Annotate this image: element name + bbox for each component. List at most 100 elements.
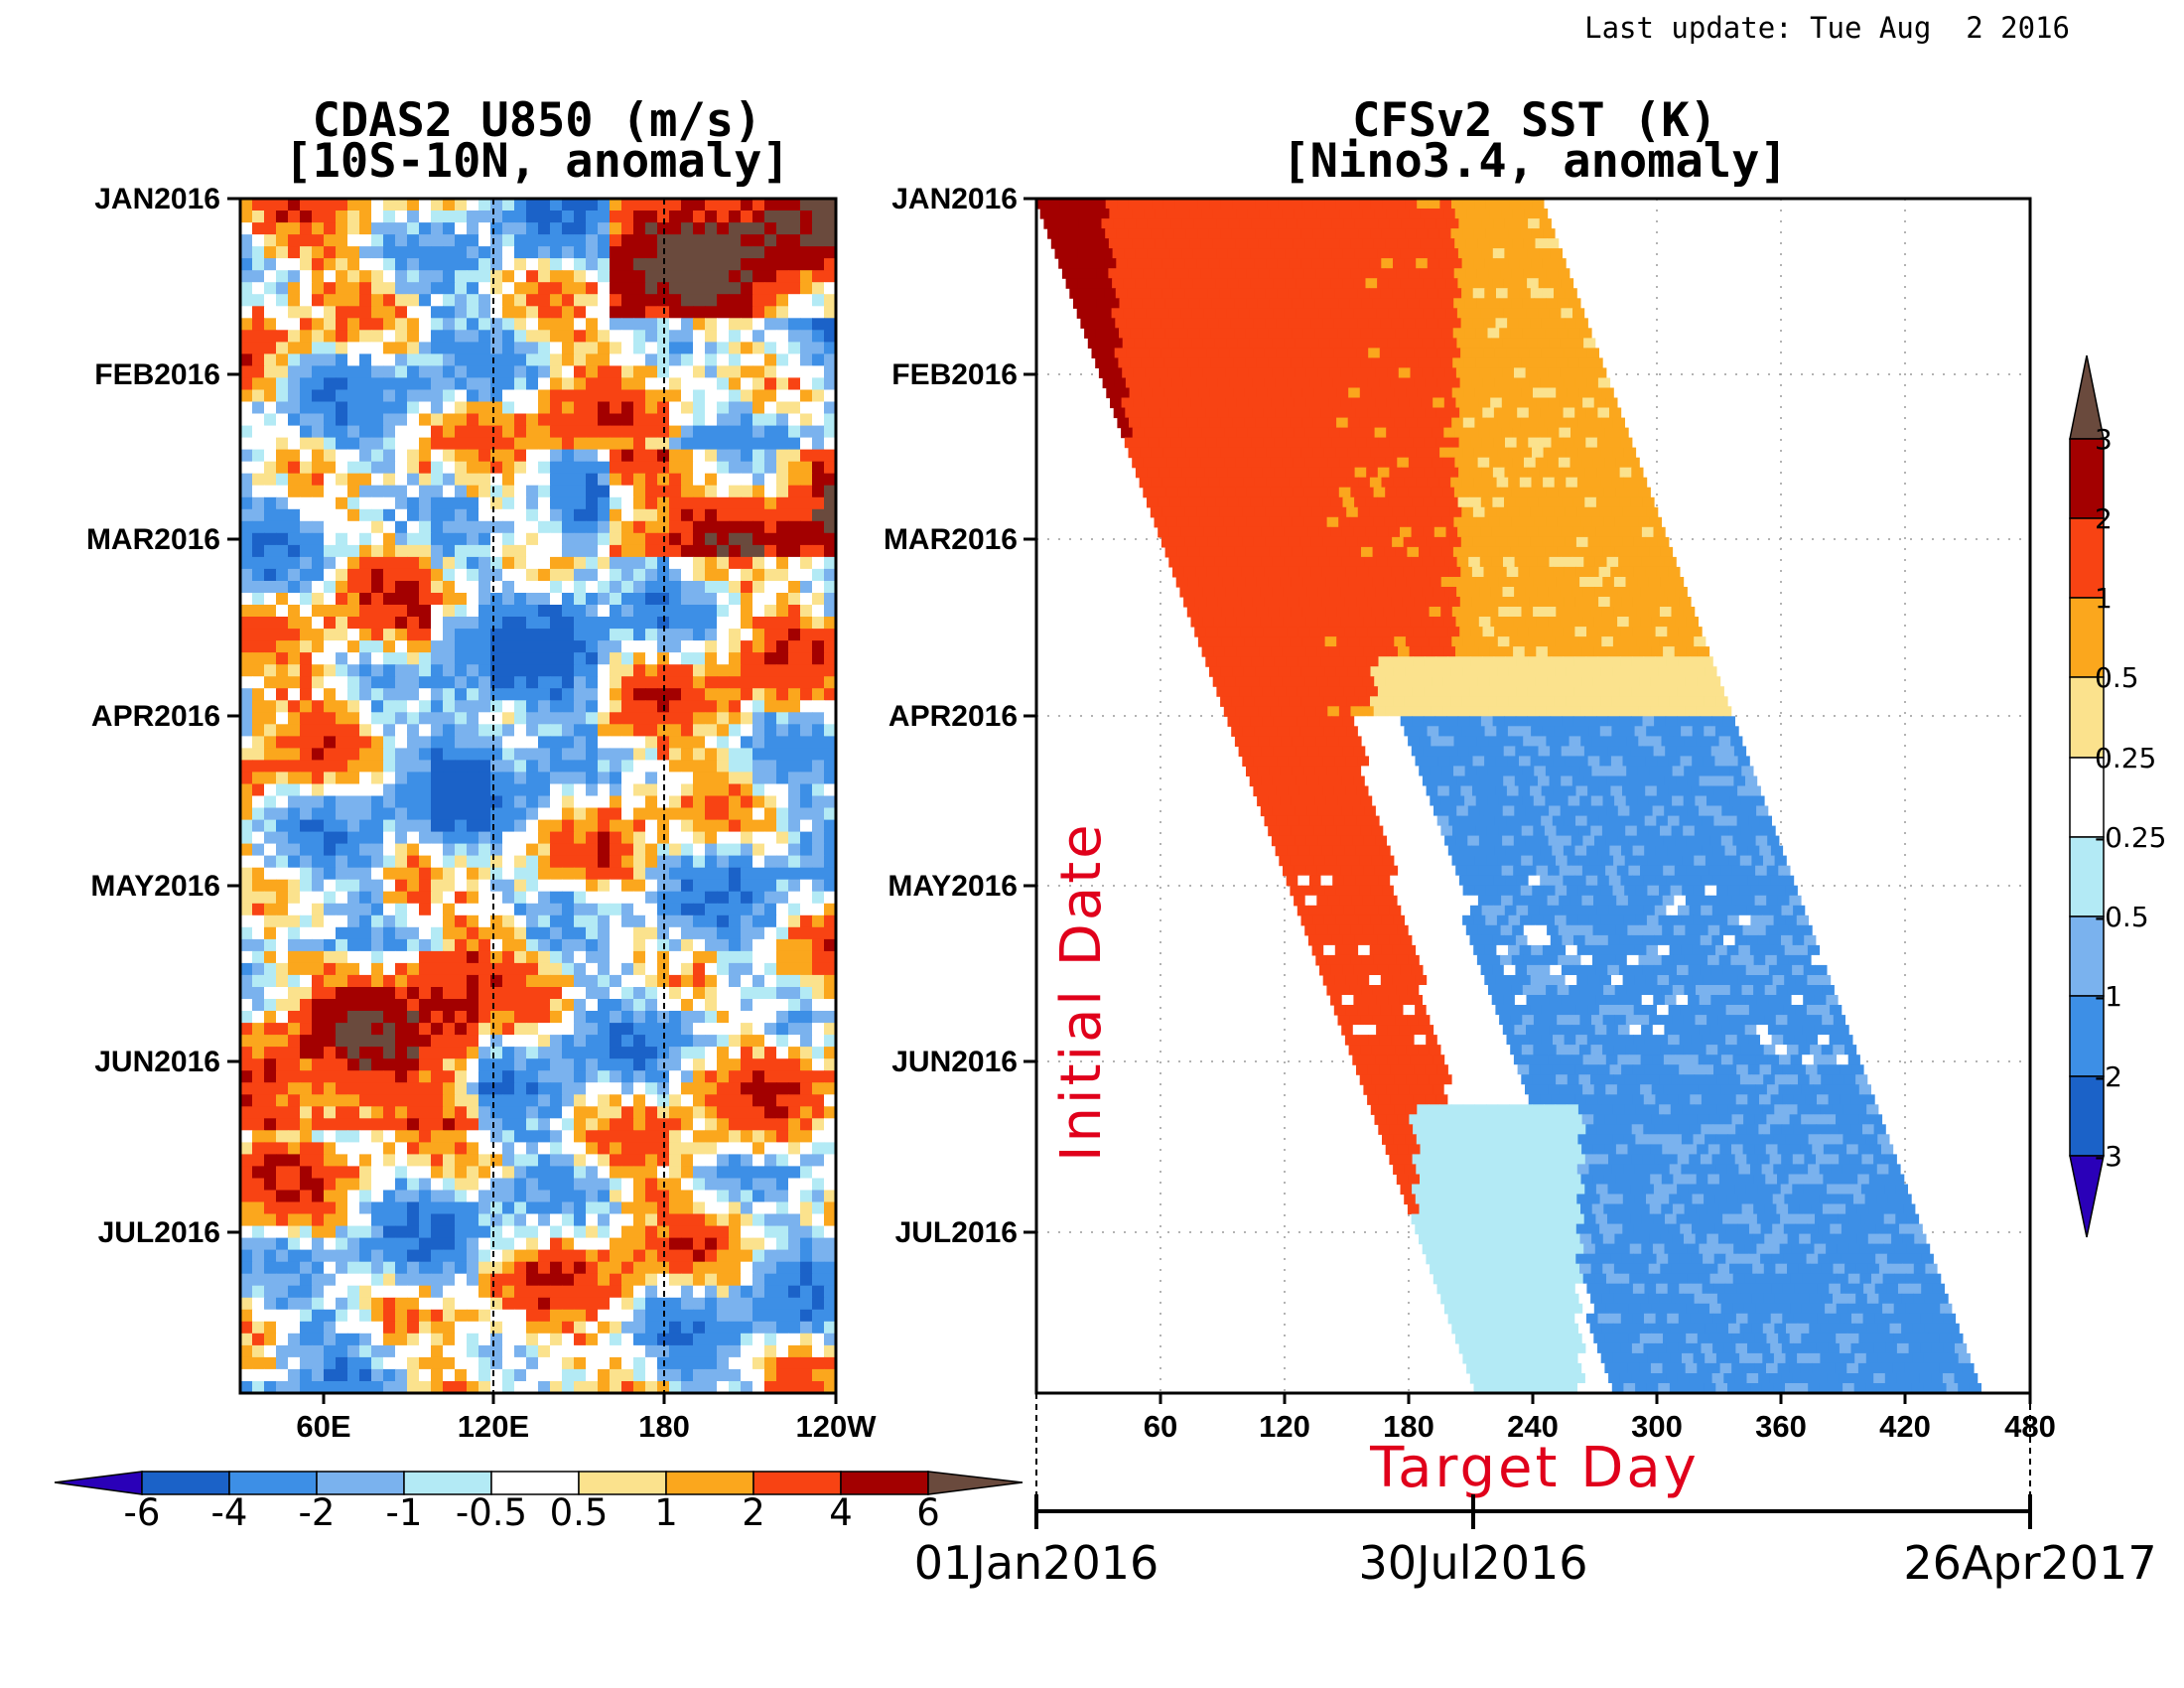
heatmap-cell (645, 365, 658, 378)
heatmap-cell (752, 1094, 765, 1107)
heatmap-cell (467, 855, 479, 869)
heatmap-cell (526, 593, 539, 606)
heatmap-cell (526, 568, 539, 582)
heatmap-cell (324, 1381, 337, 1393)
heatmap-cell (288, 950, 301, 964)
heatmap-cell (764, 437, 777, 451)
heatmap-cell (276, 306, 289, 319)
heatmap-cell (621, 211, 634, 223)
heatmap-cell (562, 1213, 575, 1227)
heatmap-cell (729, 1130, 742, 1143)
heatmap-cell (359, 294, 372, 307)
heatmap-cell (359, 1213, 372, 1227)
heatmap-cell (669, 1344, 682, 1358)
heatmap-cell (741, 593, 753, 606)
heatmap-cell (824, 1321, 836, 1335)
heatmap-cell (824, 568, 836, 582)
heatmap-cell (538, 1237, 551, 1251)
heatmap-cell (431, 401, 444, 415)
heatmap-cell (550, 938, 563, 952)
heatmap-cell (812, 891, 825, 905)
heatmap-cell (252, 760, 265, 773)
heatmap-cell (359, 1035, 372, 1048)
heatmap-cell (752, 831, 765, 845)
heatmap-cell (598, 1213, 611, 1227)
heatmap-cell (264, 1381, 277, 1393)
heatmap-cell (502, 1273, 515, 1287)
heatmap-cell (550, 783, 563, 797)
heatmap-cell (502, 795, 515, 809)
heatmap-cell (776, 938, 789, 952)
heatmap-cell (705, 1011, 718, 1024)
heatmap-cell (788, 234, 801, 247)
heatmap-cell (467, 748, 479, 761)
heatmap-cell (407, 629, 420, 641)
heatmap-cell (288, 1344, 301, 1358)
heatmap-cell (467, 1190, 479, 1203)
heatmap-cell (347, 843, 360, 857)
heatmap-cell (574, 652, 587, 665)
heatmap-cell (788, 1094, 801, 1107)
heatmap-cell (550, 544, 563, 558)
heatmap-cell (431, 1070, 444, 1083)
heatmap-cell (526, 1237, 539, 1251)
heatmap-cell (252, 974, 265, 988)
heatmap-cell (669, 807, 682, 821)
heatmap-cell (324, 1047, 337, 1059)
heatmap-cell (717, 211, 730, 223)
heatmap-cell (800, 999, 813, 1012)
heatmap-cell (586, 605, 599, 618)
heatmap-cell (431, 795, 444, 809)
heatmap-cell (395, 425, 408, 439)
heatmap-cell (741, 532, 753, 546)
heatmap-cell (681, 664, 694, 677)
heatmap-cell (455, 617, 468, 630)
heatmap-cell (395, 962, 408, 976)
heatmap-cell (514, 700, 527, 713)
heatmap-cell (288, 676, 301, 689)
heatmap-cell (610, 999, 622, 1012)
heatmap-cell (455, 199, 468, 211)
heatmap-cell (276, 1142, 289, 1155)
heatmap-cell (240, 1237, 253, 1251)
heatmap-cell (395, 222, 408, 235)
heatmap-cell (729, 401, 742, 415)
heatmap-cell (312, 1130, 325, 1143)
heatmap-cell (478, 1321, 491, 1335)
heatmap-cell (395, 867, 408, 881)
heatmap-cell (371, 1190, 384, 1203)
heatmap-cell (288, 1094, 301, 1107)
heatmap-cell (562, 652, 575, 665)
heatmap-cell (598, 353, 611, 366)
heatmap-cell (717, 258, 730, 271)
heatmap-cell (312, 1297, 325, 1311)
left-heatmap-cells (240, 199, 836, 1393)
heatmap-cell (526, 1070, 539, 1083)
heatmap-cell (395, 914, 408, 928)
heatmap-cell (776, 211, 789, 223)
heatmap-cell (705, 508, 718, 522)
heatmap-cell (336, 676, 348, 689)
heatmap-cell (764, 1285, 777, 1299)
heatmap-cell (407, 1130, 420, 1143)
heatmap-cell (455, 1058, 468, 1071)
heatmap-cell (455, 867, 468, 881)
heatmap-cell (264, 556, 277, 570)
heatmap-cell (431, 926, 444, 940)
heatmap-cell (800, 1154, 813, 1167)
heatmap-cell (824, 879, 836, 893)
heatmap-cell (812, 1321, 825, 1335)
heatmap-cell (252, 425, 265, 439)
heatmap-cell (252, 1094, 265, 1107)
heatmap-cell (788, 1070, 801, 1083)
heatmap-cell (752, 532, 765, 546)
heatmap-cell (645, 342, 658, 354)
heatmap-cell (514, 222, 527, 235)
heatmap-cell (681, 617, 694, 630)
heatmap-cell (538, 879, 551, 893)
heatmap-cell (490, 270, 503, 283)
heatmap-cell (776, 843, 789, 857)
heatmap-cell (443, 974, 456, 988)
heatmap-cell (633, 605, 646, 618)
heatmap-cell (264, 760, 277, 773)
